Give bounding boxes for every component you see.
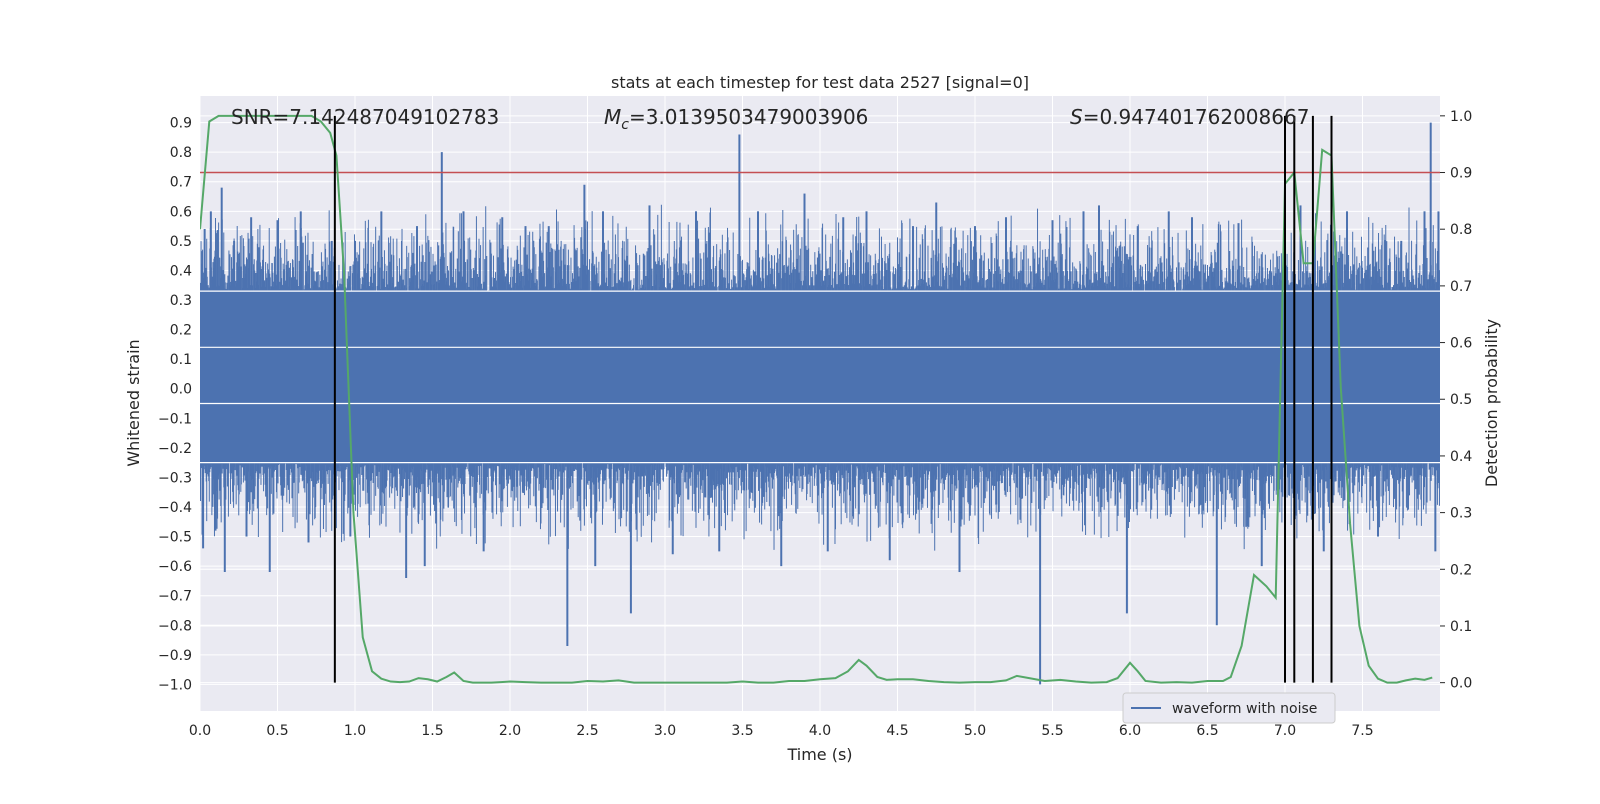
y-tick-label: −1.0 bbox=[158, 677, 192, 693]
y-tick-label: 0.6 bbox=[170, 204, 192, 220]
noise-layer bbox=[200, 122, 1440, 685]
y-tick-label: −0.2 bbox=[158, 441, 192, 457]
y2-tick-label: 0.8 bbox=[1450, 222, 1472, 238]
vertical-lines bbox=[333, 115, 1333, 683]
y-tick-label: −0.6 bbox=[158, 559, 192, 575]
x-tick-label: 3.5 bbox=[731, 723, 753, 739]
x-tick-label: 6.5 bbox=[1196, 723, 1218, 739]
y-tick-label: 0.8 bbox=[170, 145, 192, 161]
y2-tick-label: 0.5 bbox=[1450, 392, 1472, 408]
probability-layer bbox=[200, 114, 1440, 684]
y2-tick-label: 1.0 bbox=[1450, 109, 1472, 125]
x-tick-label: 1.5 bbox=[421, 723, 443, 739]
y2-axis-label: Detection probability bbox=[1482, 319, 1501, 487]
chart-title: stats at each timestep for test data 252… bbox=[611, 73, 1029, 92]
legend: waveform with noise bbox=[1122, 692, 1336, 724]
x-tick-label: 0.0 bbox=[189, 723, 211, 739]
y2-tick-label: 0.7 bbox=[1450, 279, 1472, 295]
x-tick-label: 2.5 bbox=[576, 723, 598, 739]
y-tick-label: −0.5 bbox=[158, 530, 192, 546]
y-tick-label: −0.7 bbox=[158, 589, 192, 605]
legend-label: waveform with noise bbox=[1172, 701, 1317, 717]
x-tick-label: 0.5 bbox=[266, 723, 288, 739]
y2-tick-label: 0.9 bbox=[1450, 166, 1472, 182]
y-tick-label: −0.4 bbox=[158, 500, 192, 516]
mc-symbol: M bbox=[604, 105, 621, 129]
y2-tick-label: 0.4 bbox=[1450, 449, 1472, 465]
x-tick-label: 7.5 bbox=[1351, 723, 1373, 739]
y2-tick-label: 0.1 bbox=[1450, 619, 1472, 635]
y-axis-label: Whitened strain bbox=[124, 339, 143, 466]
y-tick-label: 0.9 bbox=[170, 116, 192, 132]
y-tick-label: 0.2 bbox=[170, 323, 192, 339]
y-tick-label: 0.0 bbox=[170, 382, 192, 398]
x-tick-label: 5.5 bbox=[1041, 723, 1063, 739]
mc-subscript: c bbox=[621, 117, 629, 133]
y-tick-label: −0.9 bbox=[158, 648, 192, 664]
y-tick-label: −0.3 bbox=[158, 470, 192, 486]
y2-tick-label: 0.2 bbox=[1450, 562, 1472, 578]
x-tick-label: 4.5 bbox=[886, 723, 908, 739]
y-tick-label: 0.7 bbox=[170, 175, 192, 191]
snr-annotation: SNR=7.142487049102783 bbox=[231, 105, 499, 129]
x-tick-label: 5.0 bbox=[964, 723, 986, 739]
y-tick-label: 0.3 bbox=[170, 293, 192, 309]
x-tick-label: 3.0 bbox=[654, 723, 676, 739]
s-annotation: S=0.947401762008667 bbox=[1070, 105, 1309, 129]
x-tick-label: 1.0 bbox=[344, 723, 366, 739]
x-tick-label: 6.0 bbox=[1119, 723, 1141, 739]
x-tick-label: 2.0 bbox=[499, 723, 521, 739]
y2-tick-label: 0.3 bbox=[1450, 506, 1472, 522]
x-axis-label: Time (s) bbox=[786, 745, 852, 764]
y-tick-label: −0.1 bbox=[158, 411, 192, 427]
legend-box bbox=[1122, 692, 1336, 724]
y2-tick-label: 0.6 bbox=[1450, 336, 1472, 352]
detection-probability-line bbox=[200, 114, 1433, 684]
s-symbol: S bbox=[1070, 105, 1083, 129]
tick-labels: 0.0 0.5 1.0 1.5 2.0 2.5 3.0 3.5 4.0 4.5 5.0 5.5 6.0 6… bbox=[158, 109, 1472, 739]
x-tick-label: 4.0 bbox=[809, 723, 831, 739]
x-tick-label: 7.0 bbox=[1274, 723, 1296, 739]
y-tick-label: 0.1 bbox=[170, 352, 192, 368]
mc-value: =3.0139503479003906 bbox=[629, 105, 868, 129]
s-value: =0.947401762008667 bbox=[1083, 105, 1310, 129]
y-tick-label: 0.4 bbox=[170, 263, 192, 279]
noise-waveform bbox=[200, 204, 1440, 551]
y-tick-label: 0.5 bbox=[170, 234, 192, 250]
y2-tick-label: 0.0 bbox=[1450, 676, 1472, 692]
mc-annotation: Mc=3.0139503479003906 bbox=[604, 105, 868, 133]
y-tick-label: −0.8 bbox=[158, 618, 192, 634]
